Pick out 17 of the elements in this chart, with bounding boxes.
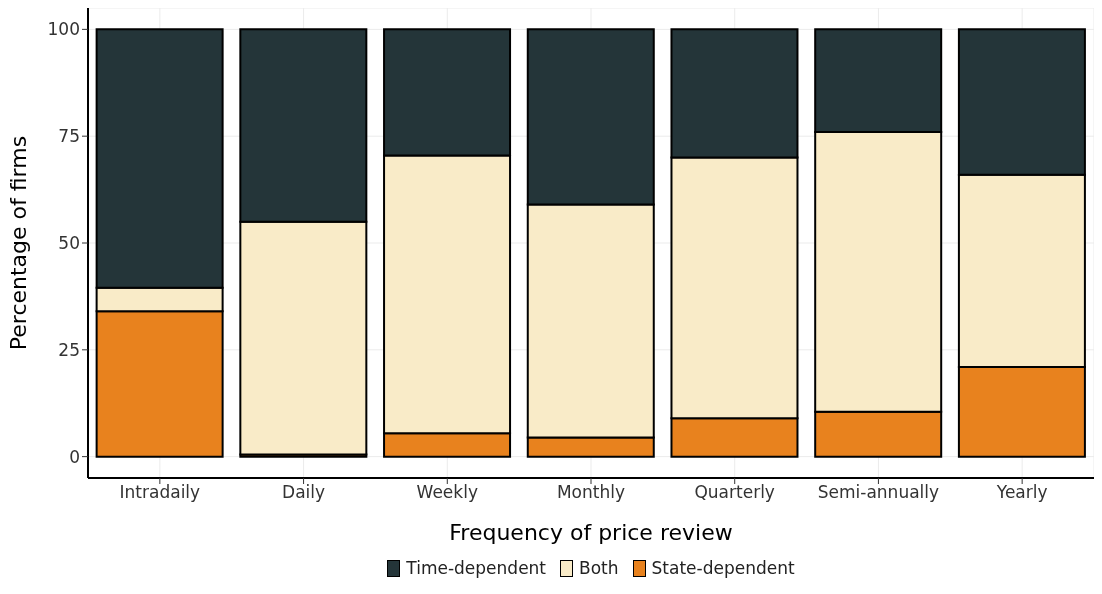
legend-label: State-dependent: [651, 558, 795, 578]
y-tick-label: 100: [47, 19, 80, 40]
x-tick-label: Quarterly: [694, 482, 775, 503]
x-tick-label: Yearly: [995, 482, 1048, 503]
y-axis-title: Percentage of firms: [5, 135, 31, 351]
y-tick-label: 50: [58, 233, 80, 254]
legend-label: Both: [579, 558, 619, 578]
x-tick-label: Daily: [282, 482, 326, 503]
legend-label: Time-dependent: [406, 558, 547, 578]
x-tick-label: Weekly: [416, 482, 478, 503]
x-tick-label: Semi-annually: [817, 482, 940, 503]
x-tick-label: Monthly: [556, 482, 626, 503]
y-tick-label: 25: [58, 339, 80, 360]
y-tick-label: 0: [69, 446, 80, 467]
x-tick-label: Intradaily: [119, 482, 201, 503]
y-tick-label: 75: [58, 126, 80, 147]
x-axis-title: Frequency of price review: [449, 520, 733, 545]
